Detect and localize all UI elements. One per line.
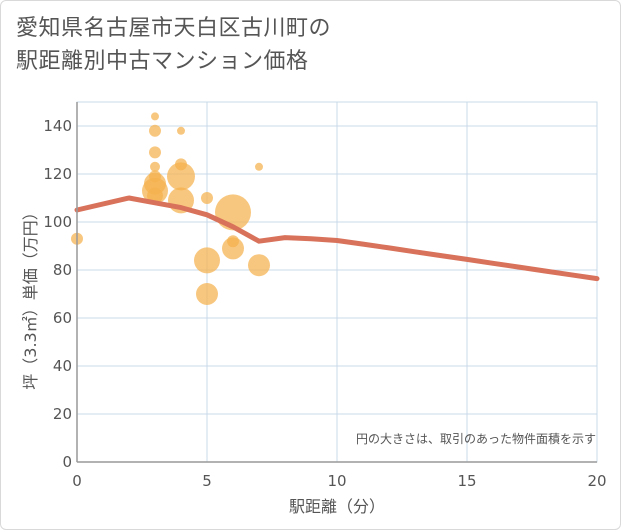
y-tick-label: 120: [43, 165, 72, 183]
bubble-point: [149, 124, 161, 137]
bubble-point: [167, 162, 195, 191]
y-tick-label: 20: [53, 405, 72, 423]
bubble-point: [248, 254, 270, 277]
trend-line: [74, 195, 600, 282]
bubble-point: [201, 192, 213, 204]
chart-title-line1: 愛知県名古屋市天白区古川町の: [16, 16, 332, 41]
y-tick-label: 140: [43, 117, 72, 135]
y-tick-label: 100: [43, 213, 72, 231]
y-tick-label: 0: [62, 453, 72, 471]
x-tick-label: 0: [72, 472, 82, 490]
y-tick-label: 80: [53, 261, 72, 279]
bubble-point: [177, 126, 185, 135]
bubble-size-note: 円の大きさは、取引のあった物件面積を示す: [356, 431, 596, 446]
x-axis-title: 駅距離（分）: [289, 497, 385, 516]
bubble-point: [151, 112, 159, 121]
y-axis-title: 坪（3.3㎡）単価（万円）: [21, 204, 40, 389]
grid-lines: [76, 101, 598, 463]
y-tick-label: 60: [53, 309, 72, 327]
bubble-point: [150, 161, 160, 172]
chart-title: 愛知県名古屋市天白区古川町の 駅距離別中古マンション価格: [16, 12, 606, 78]
bubble-point: [149, 146, 161, 159]
y-tick-label: 40: [53, 357, 72, 375]
y-tick-labels: 0 20 40 60 80 100 120 140: [43, 117, 72, 471]
x-tick-label: 10: [327, 472, 346, 490]
chart-title-line2: 駅距離別中古マンション価格: [16, 49, 309, 74]
x-tick-labels: 0 5 10 15 20: [72, 472, 606, 490]
x-tick-label: 20: [587, 472, 606, 490]
bubble-point: [222, 237, 244, 260]
bubble-point: [255, 162, 263, 171]
bubble-point: [196, 283, 218, 305]
axes: [76, 102, 597, 463]
x-tick-label: 15: [457, 472, 476, 490]
x-tick-label: 5: [202, 472, 212, 490]
bubble-point: [194, 247, 220, 274]
